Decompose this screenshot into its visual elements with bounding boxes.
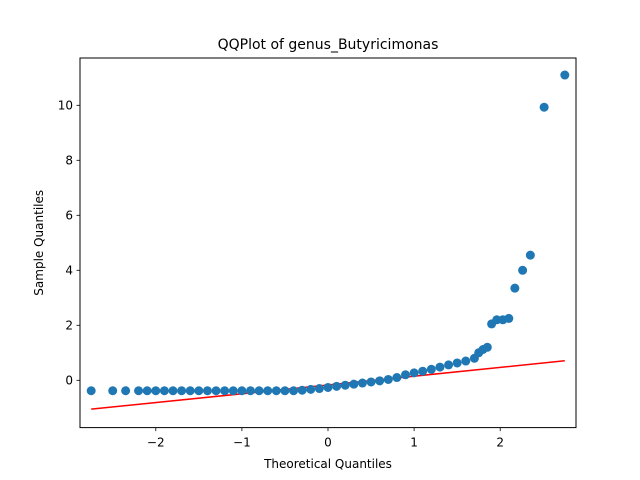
x-axis-ticks: −2 −1 0 1 2 — [147, 427, 504, 450]
data-point-13 — [220, 386, 230, 396]
data-point-37 — [426, 364, 436, 374]
data-point-33 — [392, 373, 402, 383]
data-point-0 — [86, 386, 96, 396]
data-point-31 — [375, 376, 385, 386]
data-point-5 — [151, 386, 161, 396]
data-point-34 — [401, 370, 410, 380]
data-point-41 — [461, 356, 471, 366]
data-point-16 — [246, 386, 255, 396]
data-point-21 — [289, 386, 299, 396]
y-axis-ticks: 0 2 4 6 8 10 — [58, 99, 80, 388]
data-point-22 — [297, 385, 307, 395]
data-point-25 — [323, 382, 333, 392]
data-point-26 — [332, 381, 342, 391]
data-point-8 — [177, 386, 187, 396]
data-point-14 — [228, 386, 238, 396]
data-point-19 — [271, 386, 281, 396]
y-tick-label: 2 — [65, 319, 73, 333]
data-point-35 — [409, 368, 419, 378]
data-point-7 — [168, 386, 178, 396]
data-point-27 — [340, 380, 350, 390]
data-point-28 — [349, 379, 359, 389]
data-point-17 — [254, 386, 264, 396]
data-points-layer — [86, 70, 570, 396]
data-point-38 — [435, 362, 445, 372]
y-tick-label: 10 — [58, 99, 73, 113]
data-point-50 — [510, 283, 520, 293]
data-point-49 — [504, 313, 514, 323]
data-point-10 — [194, 386, 204, 396]
data-point-15 — [237, 386, 247, 396]
data-point-3 — [134, 386, 144, 396]
data-point-45 — [482, 342, 492, 352]
data-point-40 — [452, 358, 462, 368]
y-tick-label: 0 — [65, 374, 73, 388]
x-tick-label: 0 — [324, 436, 332, 450]
x-tick-label: 2 — [496, 436, 504, 450]
data-point-53 — [539, 102, 549, 112]
x-tick-label: −2 — [147, 436, 165, 450]
data-point-32 — [383, 374, 393, 384]
data-point-18 — [263, 386, 273, 396]
y-tick-label: 6 — [65, 209, 73, 223]
data-point-30 — [366, 377, 376, 387]
data-point-52 — [525, 250, 535, 260]
x-axis-label: Theoretical Quantiles — [263, 457, 392, 471]
chart-title: QQPlot of genus_Butyricimonas — [218, 37, 439, 53]
data-point-12 — [211, 386, 221, 396]
data-point-23 — [306, 384, 316, 394]
data-point-9 — [185, 386, 195, 396]
data-point-11 — [202, 386, 212, 396]
y-axis-label: Sample Quantiles — [32, 190, 46, 296]
data-point-2 — [121, 386, 131, 396]
data-point-39 — [444, 360, 454, 370]
x-tick-label: 1 — [410, 436, 418, 450]
data-point-24 — [314, 384, 324, 394]
data-point-29 — [357, 378, 367, 388]
data-point-1 — [108, 386, 118, 396]
data-point-54 — [560, 70, 570, 80]
data-point-51 — [518, 265, 528, 275]
y-tick-label: 4 — [65, 264, 73, 278]
data-point-36 — [418, 366, 428, 376]
data-point-20 — [280, 386, 290, 396]
data-point-4 — [142, 386, 152, 396]
x-tick-label: −1 — [233, 436, 251, 450]
data-point-6 — [159, 386, 169, 396]
y-tick-label: 8 — [65, 154, 73, 168]
